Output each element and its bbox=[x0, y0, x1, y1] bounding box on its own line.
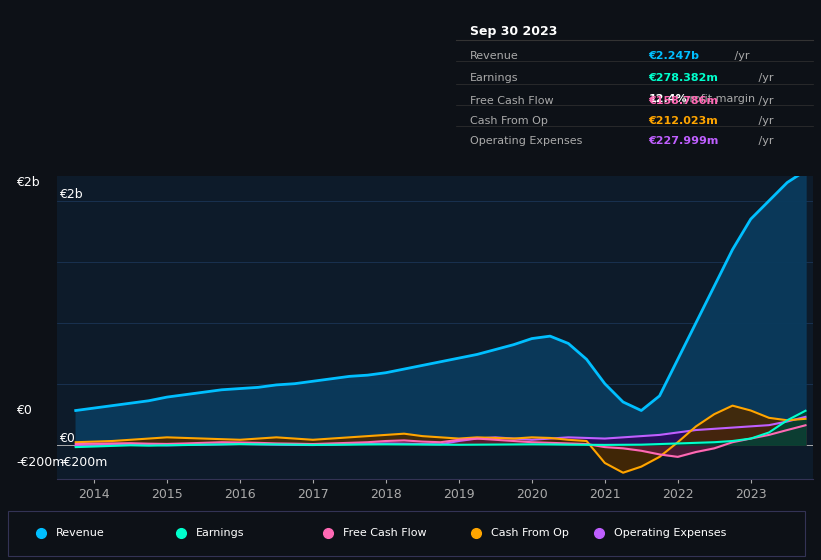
Text: €212.023m: €212.023m bbox=[649, 116, 718, 125]
Text: Cash From Op: Cash From Op bbox=[470, 116, 548, 125]
Text: Revenue: Revenue bbox=[470, 51, 519, 61]
Text: €278.382m: €278.382m bbox=[649, 73, 718, 83]
Text: profit margin: profit margin bbox=[679, 94, 755, 104]
Text: Operating Expenses: Operating Expenses bbox=[614, 529, 727, 538]
Text: Earnings: Earnings bbox=[195, 529, 244, 538]
Text: 12.4%: 12.4% bbox=[649, 94, 687, 104]
Text: /yr: /yr bbox=[754, 96, 773, 106]
Text: €158.786m: €158.786m bbox=[649, 96, 718, 106]
Text: Operating Expenses: Operating Expenses bbox=[470, 136, 582, 146]
Text: Cash From Op: Cash From Op bbox=[491, 529, 569, 538]
Text: €0: €0 bbox=[59, 432, 75, 445]
Text: /yr: /yr bbox=[754, 73, 773, 83]
Text: €2b: €2b bbox=[16, 176, 40, 189]
Text: €0: €0 bbox=[16, 404, 32, 417]
Text: €2.247b: €2.247b bbox=[649, 51, 699, 61]
Text: -€200m: -€200m bbox=[16, 456, 65, 469]
Text: Free Cash Flow: Free Cash Flow bbox=[470, 96, 553, 106]
Text: /yr: /yr bbox=[754, 136, 773, 146]
Text: Earnings: Earnings bbox=[470, 73, 518, 83]
Text: -€200m: -€200m bbox=[59, 456, 108, 469]
Text: Revenue: Revenue bbox=[56, 529, 104, 538]
Text: Sep 30 2023: Sep 30 2023 bbox=[470, 25, 557, 38]
Text: /yr: /yr bbox=[754, 116, 773, 125]
Text: €227.999m: €227.999m bbox=[649, 136, 719, 146]
Text: €2b: €2b bbox=[59, 188, 83, 201]
Bar bbox=[8, 511, 805, 556]
Text: /yr: /yr bbox=[731, 51, 750, 61]
Text: Free Cash Flow: Free Cash Flow bbox=[343, 529, 427, 538]
